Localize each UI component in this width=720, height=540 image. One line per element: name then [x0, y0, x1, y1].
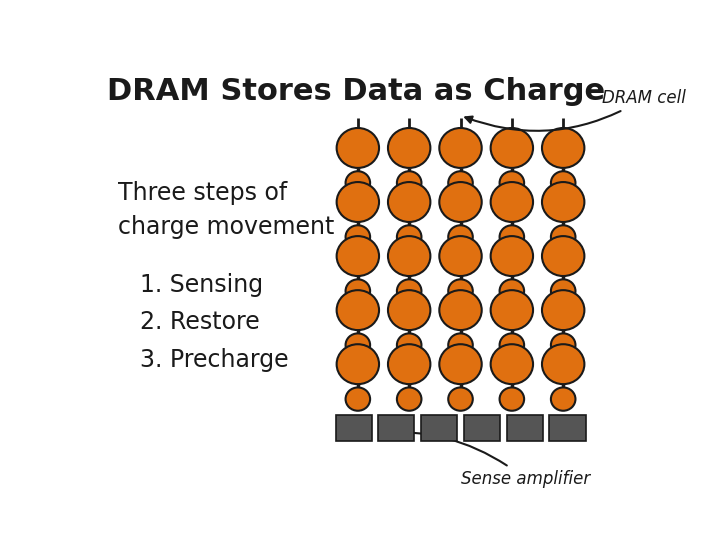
Ellipse shape [542, 236, 585, 276]
Ellipse shape [500, 388, 524, 411]
Ellipse shape [397, 333, 421, 357]
Ellipse shape [388, 236, 431, 276]
Ellipse shape [449, 333, 473, 357]
Ellipse shape [500, 333, 524, 357]
Ellipse shape [490, 182, 533, 222]
Text: Three steps of
charge movement: Three steps of charge movement [118, 181, 334, 239]
Ellipse shape [542, 182, 585, 222]
Text: DRAM cell: DRAM cell [465, 89, 686, 131]
Ellipse shape [337, 344, 379, 384]
Ellipse shape [397, 225, 421, 248]
Ellipse shape [388, 182, 431, 222]
Ellipse shape [551, 171, 575, 194]
Ellipse shape [551, 279, 575, 302]
Ellipse shape [490, 128, 533, 168]
Ellipse shape [337, 128, 379, 168]
Ellipse shape [346, 333, 370, 357]
Ellipse shape [388, 290, 431, 330]
Text: 1. Sensing: 1. Sensing [140, 273, 264, 296]
Ellipse shape [346, 388, 370, 411]
Ellipse shape [449, 388, 473, 411]
FancyBboxPatch shape [336, 415, 372, 441]
Ellipse shape [439, 344, 482, 384]
Ellipse shape [551, 225, 575, 248]
Ellipse shape [490, 236, 533, 276]
Ellipse shape [490, 344, 533, 384]
FancyBboxPatch shape [549, 415, 585, 441]
Text: 2. Restore: 2. Restore [140, 310, 260, 334]
Ellipse shape [337, 290, 379, 330]
Ellipse shape [346, 279, 370, 302]
Ellipse shape [500, 171, 524, 194]
Ellipse shape [449, 225, 473, 248]
Text: 3. Precharge: 3. Precharge [140, 348, 289, 372]
Ellipse shape [542, 290, 585, 330]
Ellipse shape [439, 182, 482, 222]
Ellipse shape [542, 128, 585, 168]
Ellipse shape [449, 279, 473, 302]
FancyBboxPatch shape [464, 415, 500, 441]
Ellipse shape [346, 225, 370, 248]
Ellipse shape [551, 388, 575, 411]
Ellipse shape [439, 236, 482, 276]
FancyBboxPatch shape [421, 415, 457, 441]
Ellipse shape [388, 128, 431, 168]
Ellipse shape [500, 279, 524, 302]
FancyBboxPatch shape [507, 415, 543, 441]
Ellipse shape [500, 225, 524, 248]
FancyBboxPatch shape [378, 415, 415, 441]
Ellipse shape [490, 290, 533, 330]
Ellipse shape [346, 171, 370, 194]
Text: DRAM Stores Data as Charge: DRAM Stores Data as Charge [107, 77, 605, 106]
Ellipse shape [542, 344, 585, 384]
Ellipse shape [397, 171, 421, 194]
Ellipse shape [551, 333, 575, 357]
Ellipse shape [449, 171, 473, 194]
Ellipse shape [388, 344, 431, 384]
Ellipse shape [337, 182, 379, 222]
Ellipse shape [397, 388, 421, 411]
Ellipse shape [439, 128, 482, 168]
Ellipse shape [337, 236, 379, 276]
Ellipse shape [397, 279, 421, 302]
Text: Sense amplifier: Sense amplifier [380, 429, 590, 488]
Ellipse shape [439, 290, 482, 330]
